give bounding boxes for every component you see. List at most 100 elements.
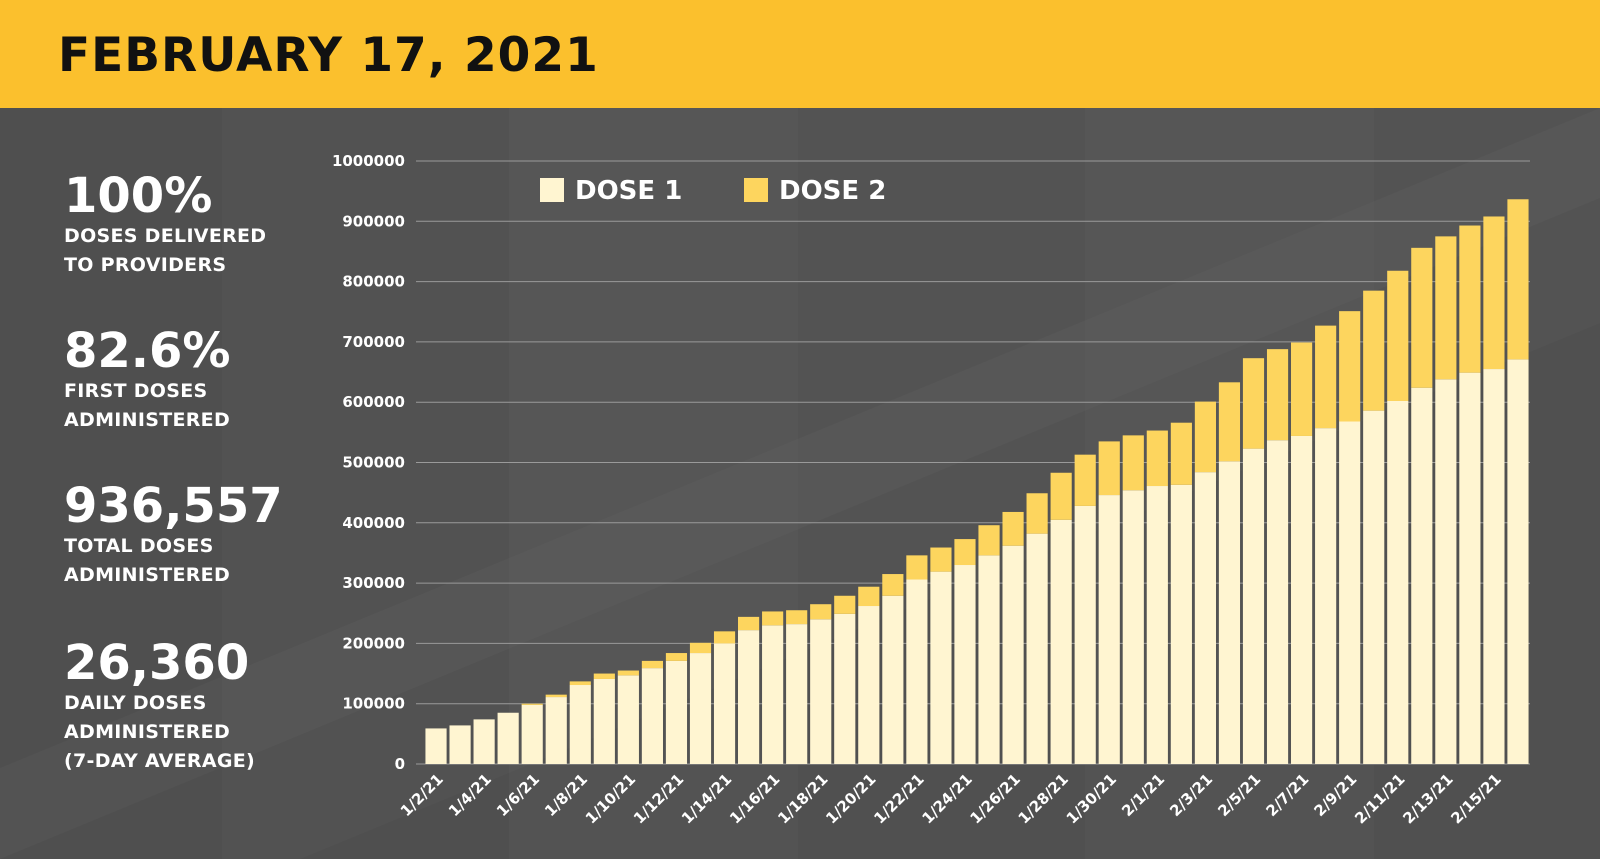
stat-label-line: ADMINISTERED bbox=[64, 564, 231, 586]
stat-value: 26,360 bbox=[64, 635, 250, 691]
bar-dose1 bbox=[665, 660, 688, 764]
bar-dose1 bbox=[1363, 410, 1385, 764]
stat-label-line: FIRST DOSES bbox=[64, 380, 208, 402]
x-tick-label: 1/22/21 bbox=[870, 770, 927, 827]
bar-dose2 bbox=[978, 525, 1000, 556]
bar-dose2 bbox=[1002, 511, 1024, 546]
y-tick-label: 100000 bbox=[342, 695, 405, 713]
bar-dose2 bbox=[738, 616, 760, 631]
bar-dose1 bbox=[1411, 387, 1433, 764]
bar-dose1 bbox=[617, 675, 639, 764]
bar-dose2 bbox=[1507, 199, 1529, 360]
x-tick-label: 2/11/21 bbox=[1351, 770, 1408, 827]
y-tick-label: 200000 bbox=[342, 634, 405, 652]
bar-dose2 bbox=[617, 670, 639, 676]
bar-dose1 bbox=[1315, 428, 1337, 764]
bar-dose1 bbox=[834, 613, 856, 764]
bar-dose1 bbox=[593, 678, 615, 764]
bar-dose2 bbox=[593, 673, 615, 679]
bar-dose2 bbox=[1026, 493, 1048, 534]
bar-dose1 bbox=[1507, 359, 1529, 764]
x-tick-label: 1/30/21 bbox=[1063, 770, 1120, 827]
bar-dose2 bbox=[786, 610, 808, 625]
bar-dose1 bbox=[1459, 372, 1481, 764]
bar-dose2 bbox=[545, 694, 567, 698]
bar-dose2 bbox=[930, 547, 952, 572]
bar-dose1 bbox=[497, 712, 519, 764]
bar-dose1 bbox=[930, 571, 952, 764]
bar-dose2 bbox=[810, 604, 832, 620]
y-tick-label: 1000000 bbox=[332, 152, 405, 170]
bar-dose2 bbox=[1242, 358, 1265, 449]
x-tick-label: 1/20/21 bbox=[822, 770, 879, 827]
x-axis-ticks: 1/2/211/4/211/6/211/8/211/10/211/12/211/… bbox=[397, 770, 1505, 827]
bar-dose2 bbox=[1146, 430, 1168, 487]
bar-dose2 bbox=[1387, 270, 1409, 401]
bar-dose1 bbox=[1026, 533, 1048, 764]
x-tick-label: 1/6/21 bbox=[493, 770, 543, 820]
legend-swatch-dose2 bbox=[744, 178, 768, 202]
x-tick-label: 1/14/21 bbox=[678, 770, 735, 827]
stat-first-doses: 82.6% FIRST DOSES ADMINISTERED bbox=[64, 325, 231, 435]
bar-dose1 bbox=[1266, 440, 1289, 764]
x-tick-label: 1/12/21 bbox=[630, 770, 687, 827]
bar-dose1 bbox=[810, 619, 832, 764]
bar-dose2 bbox=[1435, 236, 1457, 380]
legend-swatch-dose1 bbox=[540, 178, 564, 202]
bar-dose1 bbox=[521, 704, 543, 764]
bar-dose2 bbox=[762, 611, 784, 626]
bar-dose1 bbox=[858, 606, 880, 764]
bar-dose2 bbox=[1483, 216, 1505, 370]
y-tick-label: 500000 bbox=[342, 454, 405, 472]
y-tick-label: 0 bbox=[395, 755, 405, 773]
x-tick-label: 2/1/21 bbox=[1118, 770, 1168, 820]
y-tick-label: 800000 bbox=[342, 273, 405, 291]
legend-label-dose2: DOSE 2 bbox=[779, 176, 886, 206]
bar-dose1 bbox=[1122, 490, 1144, 764]
stat-value: 936,557 bbox=[64, 478, 283, 534]
x-tick-label: 2/3/21 bbox=[1166, 770, 1216, 820]
x-tick-label: 1/18/21 bbox=[774, 770, 831, 827]
y-tick-label: 700000 bbox=[342, 333, 405, 351]
bar-dose1 bbox=[1242, 448, 1265, 764]
chart-bars bbox=[425, 199, 1529, 764]
bar-dose2 bbox=[1339, 311, 1361, 422]
stat-label-line: ADMINISTERED bbox=[64, 721, 231, 743]
bar-dose1 bbox=[473, 719, 495, 764]
bar-dose1 bbox=[1218, 461, 1241, 764]
bar-dose1 bbox=[1002, 545, 1024, 764]
bar-dose1 bbox=[1387, 400, 1409, 764]
header-bar: FEBRUARY 17, 2021 bbox=[0, 0, 1600, 108]
y-axis-ticks: 0 100000 200000 300000 400000 500000 600000 700… bbox=[332, 152, 405, 773]
x-tick-label: 1/26/21 bbox=[967, 770, 1024, 827]
bar-dose2 bbox=[1122, 435, 1144, 491]
bar-dose1 bbox=[786, 624, 808, 764]
bar-dose1 bbox=[689, 653, 712, 764]
bar-dose2 bbox=[1363, 290, 1385, 411]
bar-dose1 bbox=[545, 697, 567, 764]
bar-dose1 bbox=[1146, 486, 1168, 764]
bar-dose1 bbox=[1170, 484, 1192, 764]
bar-dose2 bbox=[1411, 247, 1433, 388]
bar-dose2 bbox=[521, 703, 543, 705]
bar-dose2 bbox=[954, 539, 976, 566]
bar-dose1 bbox=[882, 595, 904, 764]
bar-dose1 bbox=[1339, 421, 1361, 764]
y-tick-label: 600000 bbox=[342, 393, 405, 411]
bar-dose2 bbox=[713, 631, 736, 644]
bar-dose1 bbox=[1098, 495, 1120, 764]
bar-dose1 bbox=[762, 625, 784, 764]
bar-dose2 bbox=[665, 653, 688, 661]
bar-dose2 bbox=[1170, 422, 1192, 485]
stat-doses-delivered: 100% DOSES DELIVERED TO PROVIDERS bbox=[64, 170, 266, 280]
bar-dose2 bbox=[1194, 401, 1216, 473]
bar-dose1 bbox=[569, 685, 591, 764]
stat-label-line: TOTAL DOSES bbox=[64, 535, 214, 557]
stat-label-line: DOSES DELIVERED bbox=[64, 225, 267, 247]
x-tick-label: 1/4/21 bbox=[445, 770, 495, 820]
legend-label-dose1: DOSE 1 bbox=[575, 176, 682, 206]
bar-dose1 bbox=[1291, 435, 1313, 764]
bar-dose1 bbox=[449, 725, 471, 764]
bar-dose2 bbox=[882, 574, 904, 596]
